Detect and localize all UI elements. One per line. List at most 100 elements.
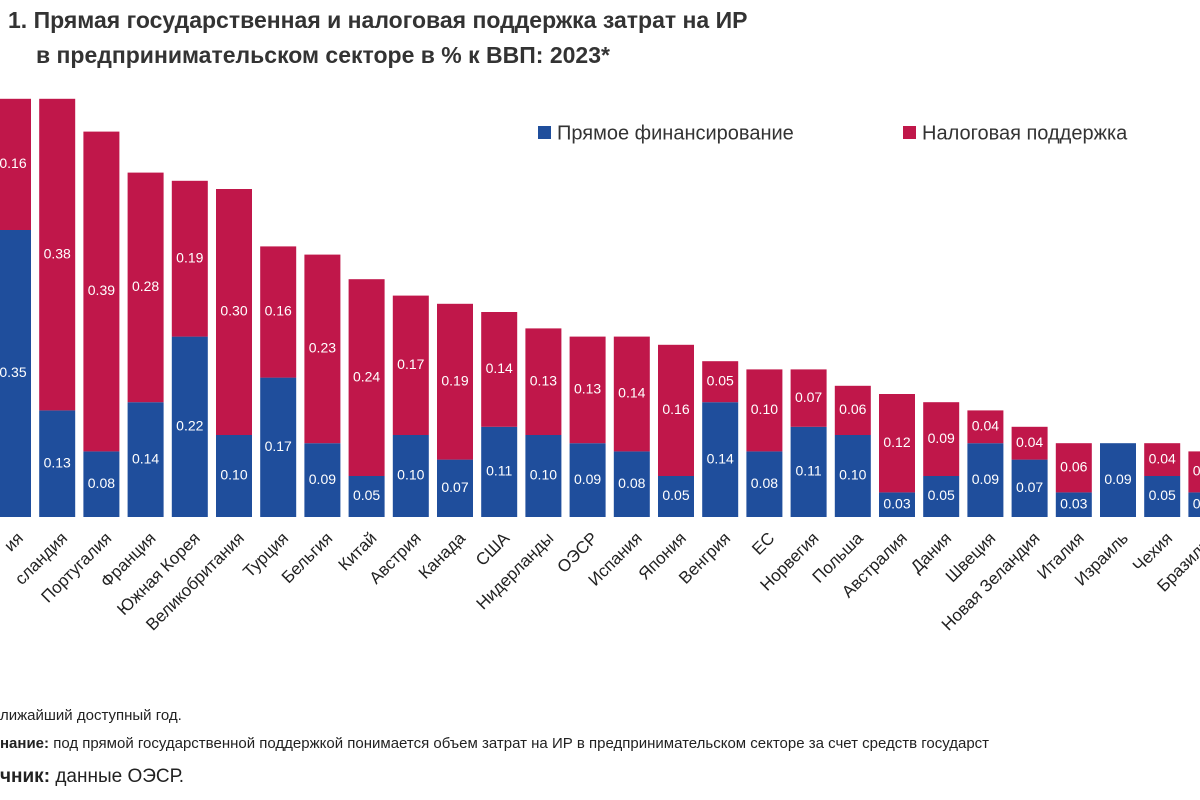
bar-segment xyxy=(1100,443,1136,517)
bar-segment xyxy=(746,369,783,452)
x-tick-label: Канада xyxy=(415,528,470,583)
x-tick-label: США xyxy=(472,528,514,570)
legend-label: Прямое финансирование xyxy=(557,122,794,144)
value-label: 0.05 xyxy=(353,487,380,503)
value-label: 0.09 xyxy=(574,471,601,487)
value-label: 0.14 xyxy=(618,385,645,401)
bar-segment xyxy=(1011,459,1048,517)
value-label: 0.19 xyxy=(176,249,203,265)
bar-segment xyxy=(481,312,518,427)
value-label: 0.10 xyxy=(530,467,557,483)
value-label: 0.05 xyxy=(928,487,955,503)
bar-segment xyxy=(658,476,694,517)
value-label: 0.06 xyxy=(1060,459,1087,475)
value-label: 0.28 xyxy=(132,278,159,294)
value-label: 0.14 xyxy=(486,360,513,376)
bar-segment xyxy=(1188,451,1200,493)
bar-segment xyxy=(392,435,429,517)
bar-segment xyxy=(1011,426,1048,460)
value-label: 0.08 xyxy=(618,475,645,491)
chart-title: в предпринимательском секторе в % к ВВП:… xyxy=(36,42,610,68)
bar-segment xyxy=(83,451,120,517)
value-label: 0.14 xyxy=(132,450,159,466)
bar-segment xyxy=(171,336,208,517)
note-label: нание: xyxy=(0,735,49,752)
bar-segment xyxy=(260,377,297,517)
bar-segment xyxy=(260,246,297,378)
bar-segment xyxy=(1055,492,1092,517)
bar-segment xyxy=(702,361,739,403)
bar-segment xyxy=(569,336,606,444)
bar-segment xyxy=(437,459,473,517)
bar-segment xyxy=(39,98,76,411)
value-label: 0.04 xyxy=(1149,450,1176,466)
value-label: 0.07 xyxy=(441,479,468,495)
bar-segment xyxy=(834,385,871,435)
bar-segment xyxy=(658,344,694,476)
bar-segment xyxy=(879,492,915,517)
chart-title: 1. Прямая государственная и налоговая по… xyxy=(8,7,747,33)
value-label: 0.10 xyxy=(220,467,247,483)
value-label: 0.38 xyxy=(44,245,71,261)
value-label: 0.06 xyxy=(839,401,866,417)
value-label: 0.16 xyxy=(0,155,27,171)
note-text: под прямой государственной поддержкой по… xyxy=(53,735,989,752)
value-label: 0.30 xyxy=(220,303,247,319)
bar-segment xyxy=(0,98,31,230)
bar-segment xyxy=(613,336,650,452)
value-label: 0.24 xyxy=(353,368,380,384)
value-label: 0.13 xyxy=(530,372,557,388)
value-label: 0.08 xyxy=(88,475,115,491)
bar-segment xyxy=(348,476,385,517)
value-label: 0.03 xyxy=(1060,495,1087,511)
bar-segment xyxy=(790,369,827,427)
note: чник: данные ОЭСР. xyxy=(0,766,184,787)
value-label: 0.04 xyxy=(1016,434,1043,450)
legend-label: Налоговая поддержка xyxy=(922,122,1128,144)
bar-segment xyxy=(1188,492,1200,517)
bar-segment xyxy=(569,443,606,517)
value-label: 0.10 xyxy=(397,467,424,483)
bar-segment xyxy=(171,180,208,337)
note: нание: под прямой государственной поддер… xyxy=(0,735,989,752)
bar-segment xyxy=(216,189,252,435)
bar-segment xyxy=(702,402,739,517)
x-tick-label: ия xyxy=(0,529,27,556)
value-label: 0.23 xyxy=(309,340,336,356)
legend-swatch xyxy=(903,126,916,139)
value-label: 0.35 xyxy=(0,364,27,380)
bar-segment xyxy=(1144,476,1181,517)
bar-segment xyxy=(304,443,341,517)
value-label: 0.09 xyxy=(928,430,955,446)
value-label: 0.13 xyxy=(574,381,601,397)
value-label: 0.05 xyxy=(662,487,689,503)
value-label: 0.17 xyxy=(397,356,424,372)
bar-segment xyxy=(127,402,164,517)
bar-segment xyxy=(304,254,341,444)
bar-segment xyxy=(525,328,562,435)
bar-segment xyxy=(613,451,650,517)
bar-segment xyxy=(923,476,960,517)
bar-segment xyxy=(127,172,164,403)
value-label: 0.19 xyxy=(441,372,468,388)
value-label: 0.03 xyxy=(1193,495,1200,511)
value-label: 0.17 xyxy=(265,438,292,454)
bar-segment xyxy=(879,394,915,493)
note-text: данные ОЭСР. xyxy=(55,766,184,787)
bar-segment xyxy=(39,410,76,517)
value-label: 0.16 xyxy=(662,401,689,417)
bar-segment xyxy=(790,426,827,517)
bar-segment xyxy=(392,295,429,435)
value-label: 0.07 xyxy=(795,389,822,405)
bar-segment xyxy=(746,451,783,517)
value-label: 0.05 xyxy=(1149,487,1176,503)
value-label: 0.22 xyxy=(176,418,203,434)
value-label: 0.04 xyxy=(972,418,999,434)
note-label: чник: xyxy=(0,766,50,787)
value-label: 0.07 xyxy=(1016,479,1043,495)
bar-segment xyxy=(967,410,1004,444)
value-label: 0.09 xyxy=(1104,471,1131,487)
bar-segment xyxy=(525,435,562,517)
bar-segment xyxy=(437,303,473,460)
